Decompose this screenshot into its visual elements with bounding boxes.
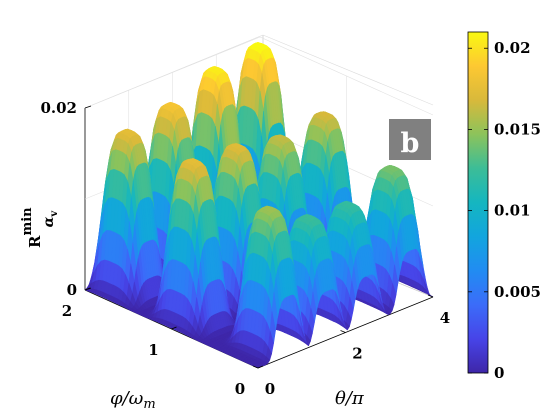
colorbar-ticks: 0 0.005 0.01 0.015 0.02 [468, 39, 541, 382]
x-axis-label: φ/ωm [110, 388, 156, 412]
x-tick-label: 0 [235, 380, 245, 398]
x-tick-mark [257, 365, 264, 369]
colorbar [467, 31, 489, 374]
colorbar-tick-label: 0.01 [494, 202, 531, 220]
z-tick-label: 0 [67, 281, 77, 299]
y-tick-mark [340, 330, 346, 333]
x-tick-mark [84, 287, 91, 291]
panel-label-box [389, 119, 431, 160]
grid-line-z [84, 36, 434, 116]
z-tick-mark [84, 105, 92, 109]
z-axis-label: Rmin αv [20, 207, 60, 248]
colorbar-tick-label: 0.02 [494, 39, 531, 57]
axis-ticks: 0 0.02 0 1 2 0 2 4 [40, 99, 450, 398]
colorbar-tick-label: 0.015 [494, 120, 541, 138]
surface [84, 42, 434, 369]
y-tick-label: 2 [352, 345, 362, 363]
x-tick-label: 1 [148, 341, 158, 359]
colorbar-tick-label: 0 [494, 364, 504, 382]
x-tick-mark [171, 326, 177, 330]
y-tick-mark [252, 365, 259, 369]
colorbar-tick-label: 0.005 [494, 283, 541, 301]
x-tick-label: 2 [62, 302, 72, 320]
y-tick-label: 0 [265, 380, 275, 398]
z-tick-label: 0.02 [40, 99, 77, 117]
panel-label: b [401, 128, 420, 159]
y-axis-label: θ/π [335, 388, 365, 409]
y-tick-label: 4 [440, 309, 450, 327]
y-tick-mark [427, 294, 434, 298]
